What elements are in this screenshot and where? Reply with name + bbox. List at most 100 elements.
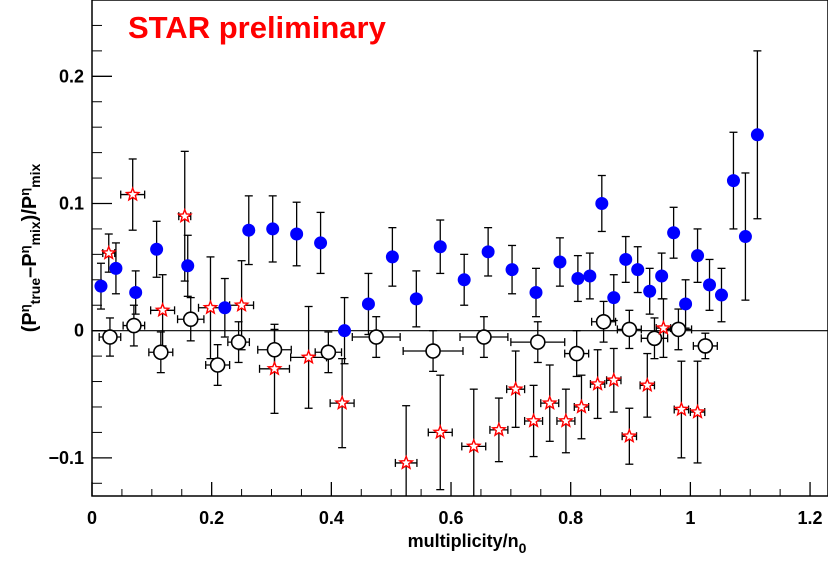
y-axis-label-part: –P [19, 253, 41, 277]
star-preliminary-label: STAR preliminary [128, 10, 387, 45]
data-point-filled-circle [242, 223, 256, 237]
data-point-filled-circle [529, 286, 543, 300]
data-point-open-star [432, 423, 449, 440]
data-point-filled-circle [433, 240, 447, 254]
data-point-filled-circle [129, 286, 143, 300]
data-point-filled-circle [667, 226, 681, 240]
data-point-open-circle [646, 330, 663, 347]
y-tick-label: 0 [74, 321, 84, 341]
data-point-filled-circle [94, 279, 108, 293]
data-point-filled-circle [457, 273, 471, 287]
data-point-filled-circle [109, 261, 123, 275]
y-tick-label: 0.1 [59, 193, 84, 213]
data-point-filled-circle [619, 252, 633, 266]
data-point-filled-circle [553, 255, 567, 269]
data-point-open-circle [126, 317, 142, 334]
y-tick-label: 0.2 [59, 66, 84, 86]
x-axis-label-subscript: 0 [519, 540, 527, 556]
x-tick-label: 0.2 [199, 508, 224, 528]
y-axis-label-part: η [17, 304, 32, 312]
data-point-open-star [605, 371, 622, 388]
x-tick-label: 1 [685, 508, 695, 528]
data-point-open-star [300, 348, 317, 365]
x-tick-label: 0.4 [319, 508, 344, 528]
x-tick-label: 0 [87, 508, 97, 528]
x-tick-label: 0.6 [439, 508, 464, 528]
x-axis-label: multiplicity/n0 [408, 531, 527, 556]
data-point-filled-circle [505, 263, 519, 277]
data-point-open-circle [153, 344, 169, 361]
data-point-open-circle [595, 313, 612, 330]
data-point-filled-circle [481, 245, 495, 259]
data-point-filled-circle [181, 259, 195, 273]
data-point-open-star [557, 412, 574, 428]
y-axis-label-part: )/P [19, 196, 41, 222]
data-point-filled-circle [738, 230, 752, 244]
x-tick-label: 0.8 [558, 508, 583, 528]
data-point-filled-circle [583, 269, 597, 283]
data-point-open-star [573, 398, 590, 414]
data-point-open-star [465, 437, 482, 454]
x-tick-label: 1.2 [798, 508, 823, 528]
data-point-filled-circle [385, 250, 399, 264]
data-point-filled-circle [714, 288, 728, 302]
y-axis-label-part: η [17, 245, 32, 253]
data-point-open-circle [266, 341, 283, 358]
data-point-open-circle [209, 357, 226, 373]
data-point-filled-circle [409, 292, 423, 306]
data-point-open-star [176, 207, 193, 224]
data-point-open-circle [102, 329, 118, 345]
y-axis-label-part: (P [19, 312, 41, 332]
x-axis-label-main: multiplicity/n [408, 531, 519, 551]
data-point-filled-circle [338, 324, 352, 338]
data-point-open-star [154, 301, 171, 318]
data-point-open-star [639, 376, 656, 393]
data-point-filled-circle [750, 128, 764, 142]
data-point-open-circle [425, 343, 441, 359]
y-axis-label-part: mix [27, 221, 43, 245]
data-point-filled-circle [655, 269, 669, 283]
data-point-open-star [490, 421, 507, 437]
data-point-open-star [621, 427, 638, 444]
y-tick-label: −0.1 [48, 448, 84, 468]
data-point-open-star [689, 403, 706, 419]
data-point-open-star [525, 412, 542, 428]
data-point-open-star [334, 394, 351, 410]
data-point-open-circle [182, 311, 199, 328]
data-point-open-circle [320, 344, 337, 361]
data-point-open-circle [568, 345, 585, 362]
y-axis-label-part: η [17, 188, 32, 196]
data-point-open-star [266, 360, 283, 376]
data-point-open-circle [697, 338, 714, 354]
y-axis-label: (Pηtrue–Pηmix)/Pηmix [17, 163, 43, 332]
data-point-open-star [655, 319, 672, 335]
data-point-open-star [202, 299, 219, 315]
data-point-filled-circle [266, 222, 280, 236]
data-point-open-circle [476, 329, 492, 345]
data-point-filled-circle [691, 249, 705, 263]
data-point-filled-circle [290, 227, 304, 241]
data-point-filled-circle [595, 196, 609, 210]
data-point-filled-circle [643, 284, 657, 298]
data-point-open-star [124, 186, 141, 202]
data-point-open-circle [529, 334, 546, 350]
data-point-filled-circle [218, 301, 232, 315]
data-point-filled-circle [631, 263, 645, 277]
data-point-open-star [100, 244, 117, 260]
data-point-filled-circle [607, 291, 621, 305]
data-point-filled-circle [314, 236, 328, 250]
plot-frame [91, 0, 828, 497]
data-point-filled-circle [703, 278, 717, 292]
data-point-open-star [233, 296, 250, 313]
data-point-filled-circle [361, 297, 375, 311]
data-point-filled-circle [679, 297, 693, 311]
data-point-filled-circle [571, 272, 585, 286]
data-point-filled-circle [150, 242, 164, 256]
data-point-open-star [541, 394, 558, 410]
data-point-open-circle [621, 321, 638, 338]
data-point-filled-circle [726, 174, 740, 188]
y-axis-label-part: mix [27, 163, 43, 187]
data-point-open-star [398, 454, 415, 470]
y-axis-label-part: true [27, 278, 43, 305]
